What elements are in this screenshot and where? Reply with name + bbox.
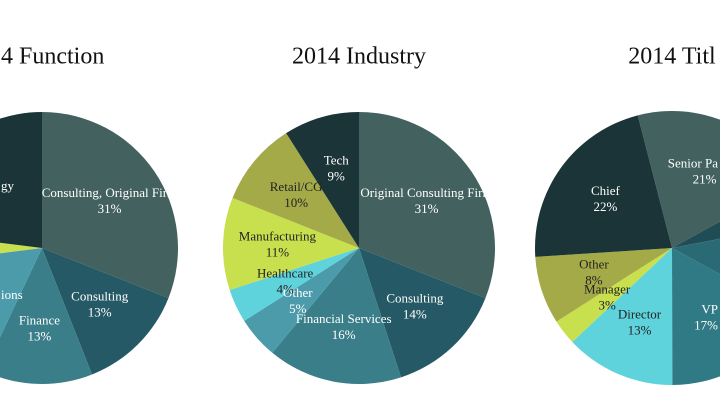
pie-slice <box>286 112 359 248</box>
slice-label: Consulting <box>71 289 129 304</box>
slice-label: Manager <box>584 281 631 296</box>
value-label: 10% <box>284 195 308 210</box>
pie-slice <box>556 248 672 342</box>
slice-label: Financial Services <box>296 311 392 326</box>
slice-label: Retail/CG <box>270 179 323 194</box>
pie-slice <box>232 133 359 248</box>
value-label: 13% <box>88 305 112 320</box>
pie-slice <box>42 248 169 375</box>
pie-slice <box>672 248 720 385</box>
slice-label: Healthcare <box>257 266 314 281</box>
slice-label: Consulting <box>386 290 444 305</box>
value-label: 31% <box>415 201 439 216</box>
slice-label: VP <box>701 302 718 317</box>
slice-label: Chief <box>591 183 621 198</box>
value-label: 5% <box>289 301 307 316</box>
pie-slice <box>672 238 720 275</box>
value-label: 13% <box>628 322 652 337</box>
value-label: 22% <box>593 199 617 214</box>
pie-slice <box>535 248 672 322</box>
value-label: 4% <box>276 282 294 297</box>
pie-slice <box>359 248 486 378</box>
slice-label: gy <box>1 178 15 193</box>
value-label: 21% <box>693 171 717 186</box>
pie-slice <box>0 248 93 384</box>
pie-slice <box>272 248 402 385</box>
pie-slice <box>672 221 720 248</box>
value-label: 8% <box>585 273 603 288</box>
pie-slice <box>535 115 672 257</box>
pie-slice <box>42 112 178 299</box>
pie-slice <box>223 197 359 291</box>
slice-label: Consulting, Original Firm <box>42 185 177 200</box>
slice-label: Tech <box>324 153 350 168</box>
value-label: 31% <box>98 201 122 216</box>
slice-label: Senior Pa <box>668 155 718 170</box>
value-label: 14% <box>403 306 427 321</box>
value-label: 16% <box>332 327 356 342</box>
pie-slice <box>0 248 42 338</box>
value-label: 9% <box>328 169 346 184</box>
pie-slice <box>244 248 359 353</box>
slice-label: Director <box>618 306 662 321</box>
pie-slice <box>359 112 495 299</box>
pie-slice <box>0 112 42 248</box>
chart-title: 4 Function <box>1 44 104 70</box>
slice-label: Original Consulting Firm <box>360 185 492 200</box>
pie-slice <box>0 242 42 254</box>
slice-label: Finance <box>19 313 60 328</box>
slice-label: ions <box>1 287 23 302</box>
chart-title: 2014 Titl <box>628 44 716 70</box>
slice-label: Other <box>283 285 313 300</box>
value-label: 17% <box>694 318 718 333</box>
value-label: 3% <box>598 297 616 312</box>
pie-slice <box>637 111 720 248</box>
slice-label: Manufacturing <box>239 228 317 243</box>
value-label: 13% <box>28 329 52 344</box>
pie-slice <box>572 248 673 385</box>
chart-title: 2014 Industry <box>292 44 426 70</box>
pie-slice <box>229 248 359 321</box>
value-label: 11% <box>266 244 290 259</box>
slice-label: Other <box>579 257 609 272</box>
